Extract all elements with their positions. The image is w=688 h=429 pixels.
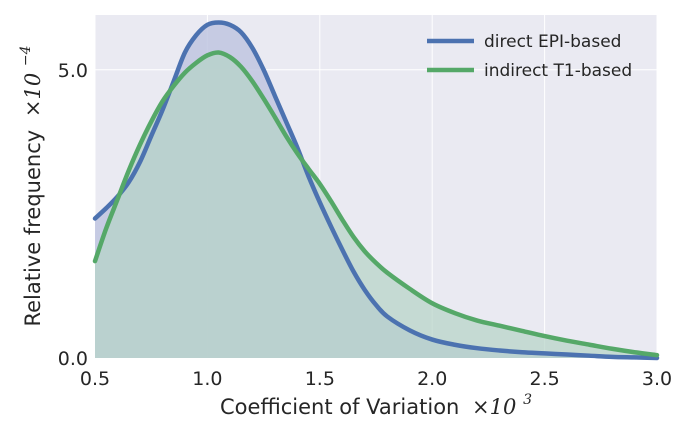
legend-label-indirect-t1: indirect T1-based [484,61,632,81]
x-axis-label-text: Coefficient of Variation [220,395,459,419]
legend: direct EPI-based indirect T1-based [427,32,632,81]
y-axis-label-multiplier: ×10 [21,73,45,117]
y-tick-labels: 0.0 5.0 [58,60,88,370]
x-axis-label: Coefficient of Variation ×10 3 [220,392,532,419]
x-tick-label: 3.0 [642,368,672,390]
y-axis-label-text: Relative frequency [21,130,45,327]
series-line-indirect-t1 [92,50,660,358]
x-tick-label: 2.0 [417,368,447,390]
x-tick-labels: 0.5 1.0 1.5 2.0 2.5 3.0 [80,368,672,390]
legend-label-direct-epi: direct EPI-based [484,32,621,52]
x-tick-label: 0.5 [80,368,110,390]
y-tick-label: 0.0 [58,348,88,370]
x-tick-label: 1.5 [305,368,335,390]
y-axis-label: Relative frequency ×10 −4 [18,45,45,326]
area-fill-indirect-t1 [95,52,657,358]
x-tick-label: 1.0 [192,368,222,390]
x-axis-label-multiplier: ×10 [472,395,516,419]
series-lines [92,20,660,361]
x-axis-label-exponent: 3 [523,392,532,408]
x-tick-label: 2.5 [529,368,559,390]
series-line-direct-epi [92,20,660,361]
area-fills [95,22,657,359]
y-tick-label: 5.0 [58,60,88,82]
y-axis-label-exponent: −4 [18,45,34,66]
